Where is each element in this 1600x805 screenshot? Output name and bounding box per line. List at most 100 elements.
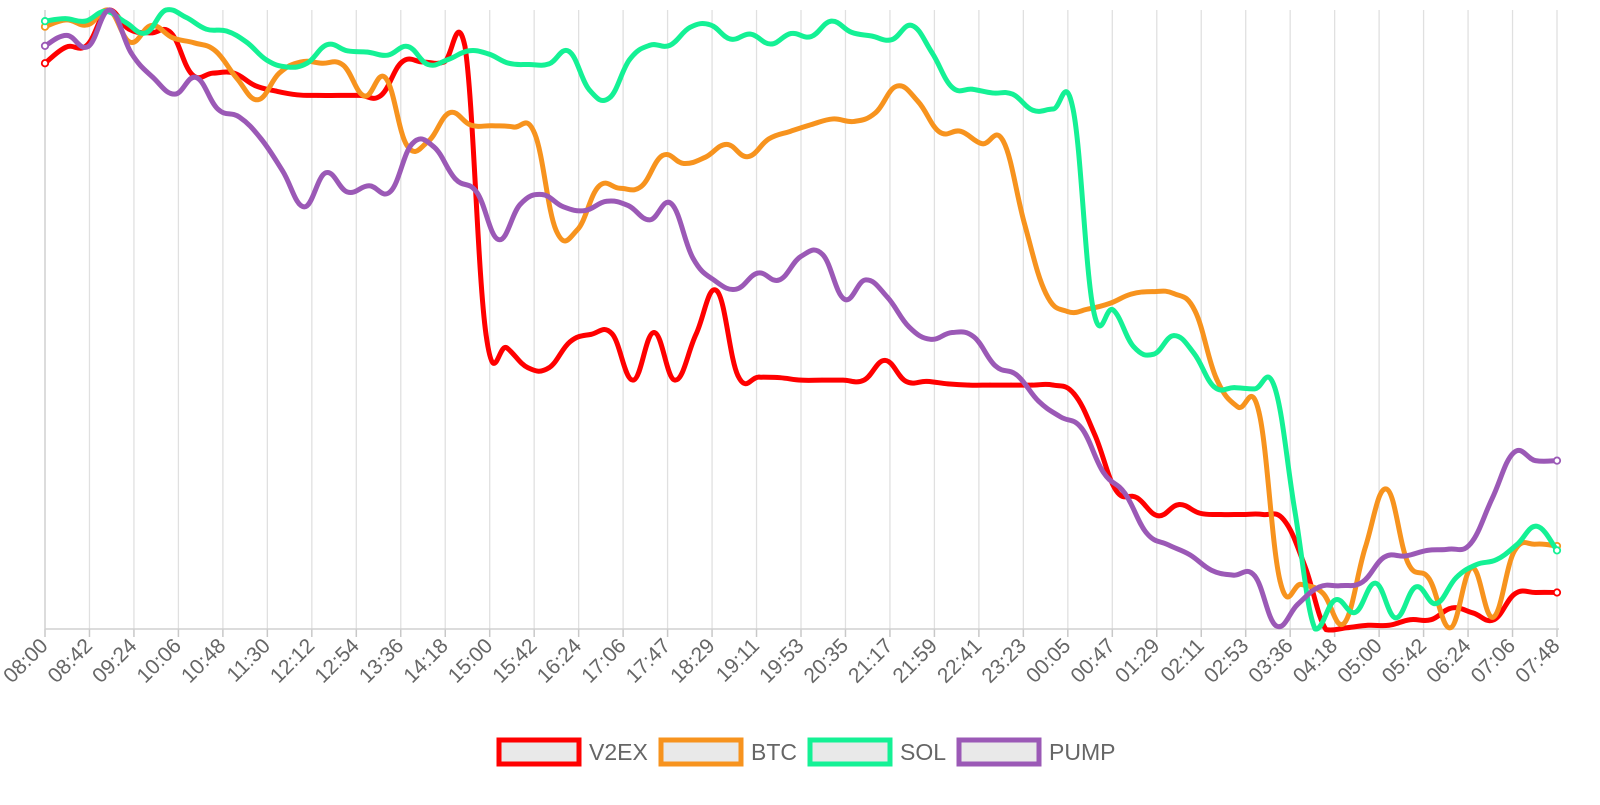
legend-label-btc: BTC: [751, 739, 797, 765]
data-point-pump: [258, 136, 264, 142]
data-point-btc: [191, 40, 197, 46]
data-point-pump: [1381, 554, 1387, 560]
data-point-sol: [1514, 542, 1519, 548]
data-point-sol: [1353, 609, 1358, 615]
x-tick-label: 13:36: [355, 634, 408, 687]
x-tick-label: 21:17: [844, 634, 897, 687]
data-point-btc: [681, 161, 687, 166]
data-point-btc: [1384, 486, 1389, 492]
data-point-v2ex: [1552, 588, 1562, 597]
data-point-btc: [1490, 614, 1496, 620]
data-point-btc: [532, 131, 538, 137]
data-point-sol: [526, 62, 532, 67]
data-point-pump: [1165, 542, 1171, 548]
data-point-btc: [702, 155, 708, 160]
data-point-btc: [489, 123, 495, 129]
data-point-pump: [1079, 426, 1085, 431]
data-point-pump: [172, 91, 177, 97]
data-point-v2ex: [714, 288, 720, 294]
data-point-v2ex: [987, 382, 993, 388]
data-point-btc: [1150, 289, 1155, 294]
data-point-sol: [667, 42, 673, 48]
data-point-btc: [788, 129, 793, 134]
data-point-sol: [607, 95, 612, 101]
data-point-sol: [1191, 351, 1197, 356]
x-tick-label: 00:05: [1022, 634, 1075, 687]
data-point-pump: [1036, 398, 1041, 404]
x-tick-label: 21:59: [889, 634, 942, 687]
data-point-v2ex: [546, 365, 552, 371]
data-point-btc: [553, 228, 559, 233]
data-point-pump: [150, 75, 156, 80]
data-point-sol: [466, 48, 471, 54]
data-point-pump: [712, 278, 717, 283]
data-point-pump: [777, 277, 782, 283]
data-point-sol: [1211, 384, 1217, 390]
data-point-pump: [841, 296, 847, 302]
data-point-v2ex: [378, 93, 384, 98]
data-point-btc: [1086, 306, 1091, 312]
x-tick-label: 18:29: [666, 634, 719, 687]
data-point-sol: [203, 26, 209, 32]
data-point-btc: [894, 83, 900, 89]
data-point-v2ex: [1281, 517, 1287, 523]
legend-label-pump: PUMP: [1049, 739, 1115, 765]
data-point-v2ex: [777, 375, 783, 380]
data-point-btc: [1363, 544, 1368, 550]
data-point-sol: [1453, 575, 1459, 580]
data-point-sol: [990, 90, 995, 96]
legend-item-sol[interactable]: SOL: [807, 737, 946, 767]
x-tick-label: 08:42: [44, 634, 97, 687]
data-point-pump: [1489, 496, 1495, 501]
data-point-v2ex: [756, 374, 762, 380]
legend-item-v2ex[interactable]: V2EX: [496, 737, 648, 767]
data-point-pump: [193, 75, 199, 80]
data-point-v2ex: [588, 332, 594, 337]
data-point-v2ex: [1365, 622, 1371, 628]
data-point-v2ex: [840, 377, 846, 383]
data-point-sol: [929, 50, 935, 56]
data-point-v2ex: [1113, 488, 1119, 493]
data-point-v2ex: [315, 93, 321, 98]
data-point-pump: [1057, 414, 1063, 419]
data-point-pump: [863, 277, 869, 283]
x-tick-label: 06:24: [1422, 634, 1476, 688]
data-point-v2ex: [525, 365, 531, 371]
data-point-btc: [1448, 625, 1453, 631]
x-tick-label: 17:47: [622, 634, 675, 687]
legend-item-btc[interactable]: BTC: [658, 737, 797, 767]
data-point-v2ex: [273, 88, 279, 94]
legend[interactable]: V2EX BTC SOL PUMP: [496, 737, 1115, 767]
data-point-pump: [1014, 372, 1020, 378]
data-point-sol: [1292, 509, 1298, 514]
data-point-sol: [62, 16, 68, 21]
data-point-btc: [1320, 590, 1326, 596]
data-point-pump: [690, 255, 696, 261]
data-point-sol: [83, 18, 88, 24]
data-point-pump: [539, 192, 545, 197]
data-point-pump: [1425, 548, 1430, 553]
data-point-sol: [748, 31, 753, 37]
data-point-v2ex: [1428, 617, 1434, 623]
data-point-pump: [107, 7, 113, 13]
data-point-v2ex: [252, 83, 258, 88]
data-point-v2ex: [504, 345, 510, 351]
x-axis: 08:0008:4209:2410:0610:4811:3012:1212:54…: [0, 628, 1565, 688]
data-point-v2ex: [861, 377, 867, 383]
data-point-sol: [1030, 107, 1036, 113]
legend-item-pump[interactable]: PUMP: [956, 737, 1115, 767]
data-point-v2ex: [210, 70, 216, 76]
data-point-v2ex: [1092, 432, 1098, 438]
data-point-v2ex: [1134, 495, 1140, 501]
data-point-btc: [383, 75, 389, 81]
data-point-pump: [409, 141, 415, 146]
data-point-pump: [1144, 530, 1149, 536]
data-point-pump: [949, 330, 955, 335]
x-tick-label: 19:53: [755, 634, 808, 687]
data-point-v2ex: [1029, 382, 1035, 388]
data-point-sol: [1010, 91, 1015, 97]
data-point-sol: [808, 34, 814, 39]
data-point-btc: [1064, 309, 1070, 314]
data-point-sol: [324, 42, 330, 47]
